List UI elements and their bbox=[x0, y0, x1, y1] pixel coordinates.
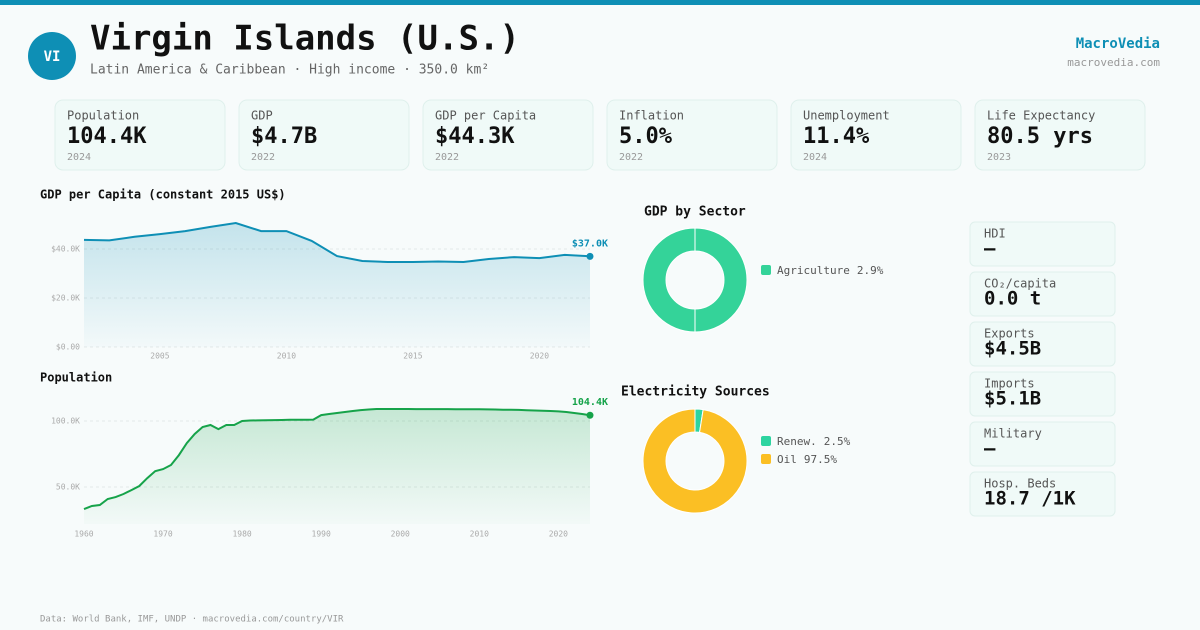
kpi-year: 2022 bbox=[435, 152, 459, 163]
x-tick-label: 2020 bbox=[530, 352, 549, 361]
end-point bbox=[586, 411, 594, 419]
x-tick-label: 2000 bbox=[391, 530, 410, 539]
kpi-label: Population bbox=[67, 109, 139, 123]
top-bar bbox=[0, 0, 1200, 5]
x-tick-label: 2010 bbox=[470, 530, 489, 539]
end-label: 104.4K bbox=[572, 397, 608, 408]
stat-label: HDI bbox=[984, 227, 1006, 241]
legend-swatch bbox=[761, 265, 771, 275]
legend-name: Agriculture bbox=[777, 264, 850, 277]
kpi-value: 104.4K bbox=[67, 124, 147, 149]
donut-segment bbox=[642, 408, 748, 514]
kpi-card bbox=[974, 99, 1146, 171]
legend-name: Renew. bbox=[777, 435, 817, 448]
chart-title: Population bbox=[40, 371, 112, 385]
kpi-label: GDP bbox=[251, 109, 273, 123]
legend-name: Oil bbox=[777, 453, 797, 466]
stat-card bbox=[969, 271, 1116, 317]
x-tick-label: 1960 bbox=[74, 530, 93, 539]
area bbox=[84, 223, 590, 347]
chart-title: GDP by Sector bbox=[644, 205, 746, 220]
legend-label: Agriculture 2.9% bbox=[777, 264, 884, 277]
legend-label: Oil 97.5% bbox=[777, 453, 837, 466]
site: macrovedia.com bbox=[1067, 56, 1160, 69]
stat-card bbox=[969, 321, 1116, 367]
badge-text: VI bbox=[44, 49, 61, 65]
kpi-card bbox=[790, 99, 962, 171]
kpi-value: $4.7B bbox=[251, 124, 317, 149]
kpi-value: 80.5 yrs bbox=[987, 124, 1093, 149]
stat-card bbox=[969, 371, 1116, 417]
stat-label: CO₂/capita bbox=[984, 277, 1056, 291]
end-point bbox=[586, 252, 594, 260]
kpi-year: 2024 bbox=[67, 152, 91, 163]
legend-swatch bbox=[761, 436, 771, 446]
stat-value: — bbox=[984, 238, 996, 260]
kpi-value: 5.0% bbox=[619, 124, 673, 149]
subtitle: Latin America & Caribbean · High income … bbox=[90, 63, 489, 78]
chart-title: GDP per Capita (constant 2015 US$) bbox=[40, 188, 286, 202]
legend-value: 2.9% bbox=[857, 264, 884, 277]
kpi-card bbox=[606, 99, 778, 171]
line bbox=[83, 408, 591, 511]
x-tick-label: 1980 bbox=[232, 530, 251, 539]
kpi-card bbox=[238, 99, 410, 171]
stat-label: Exports bbox=[984, 327, 1035, 341]
kpi-label: GDP per Capita bbox=[435, 109, 536, 123]
x-tick-label: 2020 bbox=[549, 530, 568, 539]
x-tick-label: 2005 bbox=[150, 352, 169, 361]
area bbox=[84, 409, 590, 524]
y-tick-label: $20.0K bbox=[51, 294, 80, 303]
donut-segment bbox=[642, 227, 748, 333]
kpi-year: 2022 bbox=[619, 152, 643, 163]
x-tick-label: 2015 bbox=[403, 352, 422, 361]
stat-label: Military bbox=[984, 427, 1042, 441]
title: Virgin Islands (U.S.) bbox=[90, 19, 520, 59]
stat-value: $4.5B bbox=[984, 338, 1041, 360]
kpi-label: Life Expectancy bbox=[987, 109, 1095, 123]
stat-card bbox=[969, 221, 1116, 267]
kpi-card bbox=[54, 99, 226, 171]
stat-card bbox=[969, 421, 1116, 467]
legend-swatch bbox=[761, 454, 771, 464]
line bbox=[83, 221, 591, 264]
kpi-year: 2022 bbox=[251, 152, 275, 163]
kpi-year: 2023 bbox=[987, 152, 1011, 163]
stat-value: $5.1B bbox=[984, 388, 1041, 410]
kpi-label: Inflation bbox=[619, 109, 684, 123]
brand: MacroVedia bbox=[1076, 36, 1160, 52]
x-tick-label: 2010 bbox=[277, 352, 296, 361]
badge bbox=[28, 32, 76, 80]
legend-value: 2.5% bbox=[824, 435, 851, 448]
stat-value: — bbox=[984, 438, 996, 460]
stat-value: 18.7 /1K bbox=[984, 488, 1076, 510]
y-tick-label: $0.00 bbox=[56, 343, 80, 352]
stat-label: Hosp. Beds bbox=[984, 477, 1056, 491]
legend-value: 97.5% bbox=[804, 453, 837, 466]
stat-value: 0.0 t bbox=[984, 288, 1041, 310]
chart-title: Electricity Sources bbox=[621, 385, 770, 400]
footer: Data: World Bank, IMF, UNDP · macrovedia… bbox=[40, 615, 344, 625]
kpi-card bbox=[422, 99, 594, 171]
stat-label: Imports bbox=[984, 377, 1035, 391]
kpi-value: $44.3K bbox=[435, 124, 515, 149]
kpi-label: Unemployment bbox=[803, 109, 890, 123]
kpi-year: 2024 bbox=[803, 152, 827, 163]
kpi-value: 11.4% bbox=[803, 124, 870, 149]
y-tick-label: 50.0K bbox=[56, 483, 80, 492]
y-tick-label: 100.0K bbox=[51, 417, 80, 426]
end-label: $37.0K bbox=[572, 238, 608, 249]
x-tick-label: 1990 bbox=[312, 530, 331, 539]
x-tick-label: 1970 bbox=[153, 530, 172, 539]
legend-label: Renew. 2.5% bbox=[777, 435, 851, 448]
stat-card bbox=[969, 471, 1116, 517]
y-tick-label: $40.0K bbox=[51, 245, 80, 254]
